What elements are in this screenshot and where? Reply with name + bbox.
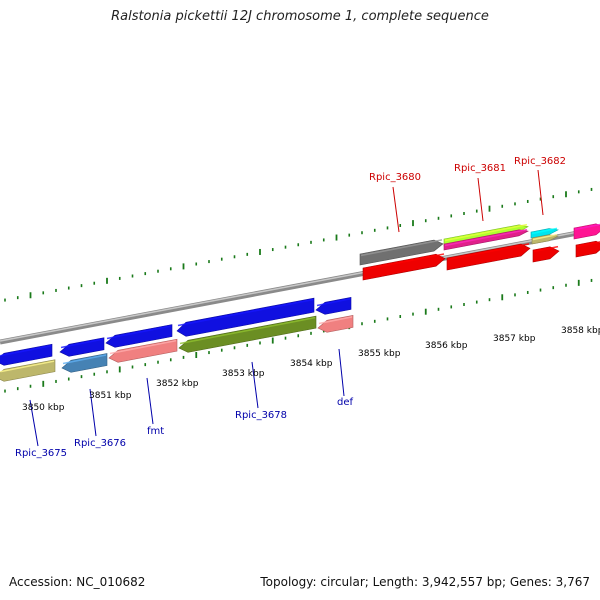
feature-blue-3676[interactable] [59,337,105,357]
feature-gray-3680[interactable] [359,239,444,266]
coordinate-label: 3850 kbp [22,403,65,413]
map-title: Ralstonia pickettii 12J chromosome 1, co… [111,9,489,24]
leader-line [29,399,39,447]
feature-magenta-3681[interactable] [443,228,529,251]
feature-blue-fmt[interactable] [105,324,173,348]
gene-label[interactable]: Rpic_3675 [15,448,67,459]
gene-label[interactable]: Rpic_3681 [454,163,506,174]
feature-khaki-3682[interactable] [531,233,559,245]
feature-salmon-fmt-highlight [109,339,177,355]
feature-red-3680[interactable] [362,253,446,281]
feature-red-right-edge[interactable] [575,240,600,258]
coordinate-label: 3855 kbp [358,349,401,359]
feature-blue-3676-highlight [60,338,104,349]
feature-olive-3678-highlight [179,316,316,345]
leader-line [146,377,154,425]
label-leader-lines [29,169,544,447]
feature-khaki-3682-highlight [532,233,558,241]
leader-line [338,348,345,397]
gene-label[interactable]: fmt [147,426,164,437]
feature-salmon-def-highlight [318,316,353,325]
tick-marks [4,187,593,393]
feature-blue-fmt-highlight [106,325,172,340]
feature-cyan-3682-arrow [530,228,559,239]
feature-blue-3678[interactable] [176,297,315,337]
coordinate-label: 3853 kbp [222,369,265,379]
feature-red-3682[interactable] [532,245,560,263]
gene-label[interactable]: Rpic_3678 [235,410,287,421]
feature-magenta-right-edge-arrow [573,223,600,240]
feature-magenta-3681-highlight [444,228,528,247]
feature-salmon-def[interactable] [317,315,354,333]
gene-label[interactable]: Rpic_3682 [514,156,566,167]
feature-lime-3681-highlight [444,223,528,242]
coordinate-label: 3852 kbp [156,379,199,389]
feature-gray-3680-arrow [359,239,444,266]
feature-khaki-left-edge-highlight [0,360,55,373]
feature-magenta-right-edge[interactable] [573,223,600,240]
leader-line [392,186,400,233]
feature-red-3680-arrow [362,253,446,281]
feature-red-3681[interactable] [446,243,531,271]
feature-red-3682-highlight [533,245,559,253]
feature-red-3681-highlight [447,243,530,261]
feature-blue-3678-highlight [177,298,314,327]
sequence-summary: Topology: circular; Length: 3,942,557 bp… [260,575,590,589]
feature-cyan-3682-highlight [531,227,558,235]
feature-steelblue-3676-highlight [62,354,107,365]
backbone-highlight [0,227,600,342]
coordinate-label: 3851 kbp [89,391,132,401]
feature-blue-def[interactable] [315,297,352,315]
feature-blue-def-highlight [316,298,351,307]
gene-label[interactable]: Rpic_3680 [369,172,421,183]
coordinate-label: 3858 kbp [561,326,600,336]
feature-gray-3680-highlight [360,239,443,257]
feature-cyan-3682[interactable] [530,227,559,239]
feature-olive-3678[interactable] [178,315,317,353]
feature-red-3680-highlight [363,253,445,271]
feature-blue-left-edge-highlight [0,345,52,357]
gene-label[interactable]: def [337,397,354,408]
feature-steelblue-3676[interactable] [61,353,108,373]
coordinate-label: 3857 kbp [493,334,536,344]
feature-magenta-3681-arrow [443,229,529,251]
feature-khaki-3682-arrow [531,234,559,245]
gene-label[interactable]: Rpic_3676 [74,438,126,449]
feature-red-3681-arrow [446,243,531,271]
leader-line [537,169,544,216]
coordinate-label: 3854 kbp [290,359,333,369]
labels: 3850 kbp 3851 kbp 3852 kbp 3853 kbp 3854 kbp… [15,156,600,459]
accession-label: Accession: NC_010682 [9,575,146,589]
feature-magenta-right-edge-highlight [574,223,600,231]
leader-line [477,177,484,222]
coordinate-label: 3856 kbp [425,341,468,351]
gene-features [0,223,600,382]
leader-line [89,388,97,437]
feature-khaki-left-edge[interactable] [0,359,56,382]
leader-line [251,361,259,409]
feature-salmon-fmt[interactable] [108,338,178,363]
feature-blue-left-edge[interactable] [0,343,53,366]
